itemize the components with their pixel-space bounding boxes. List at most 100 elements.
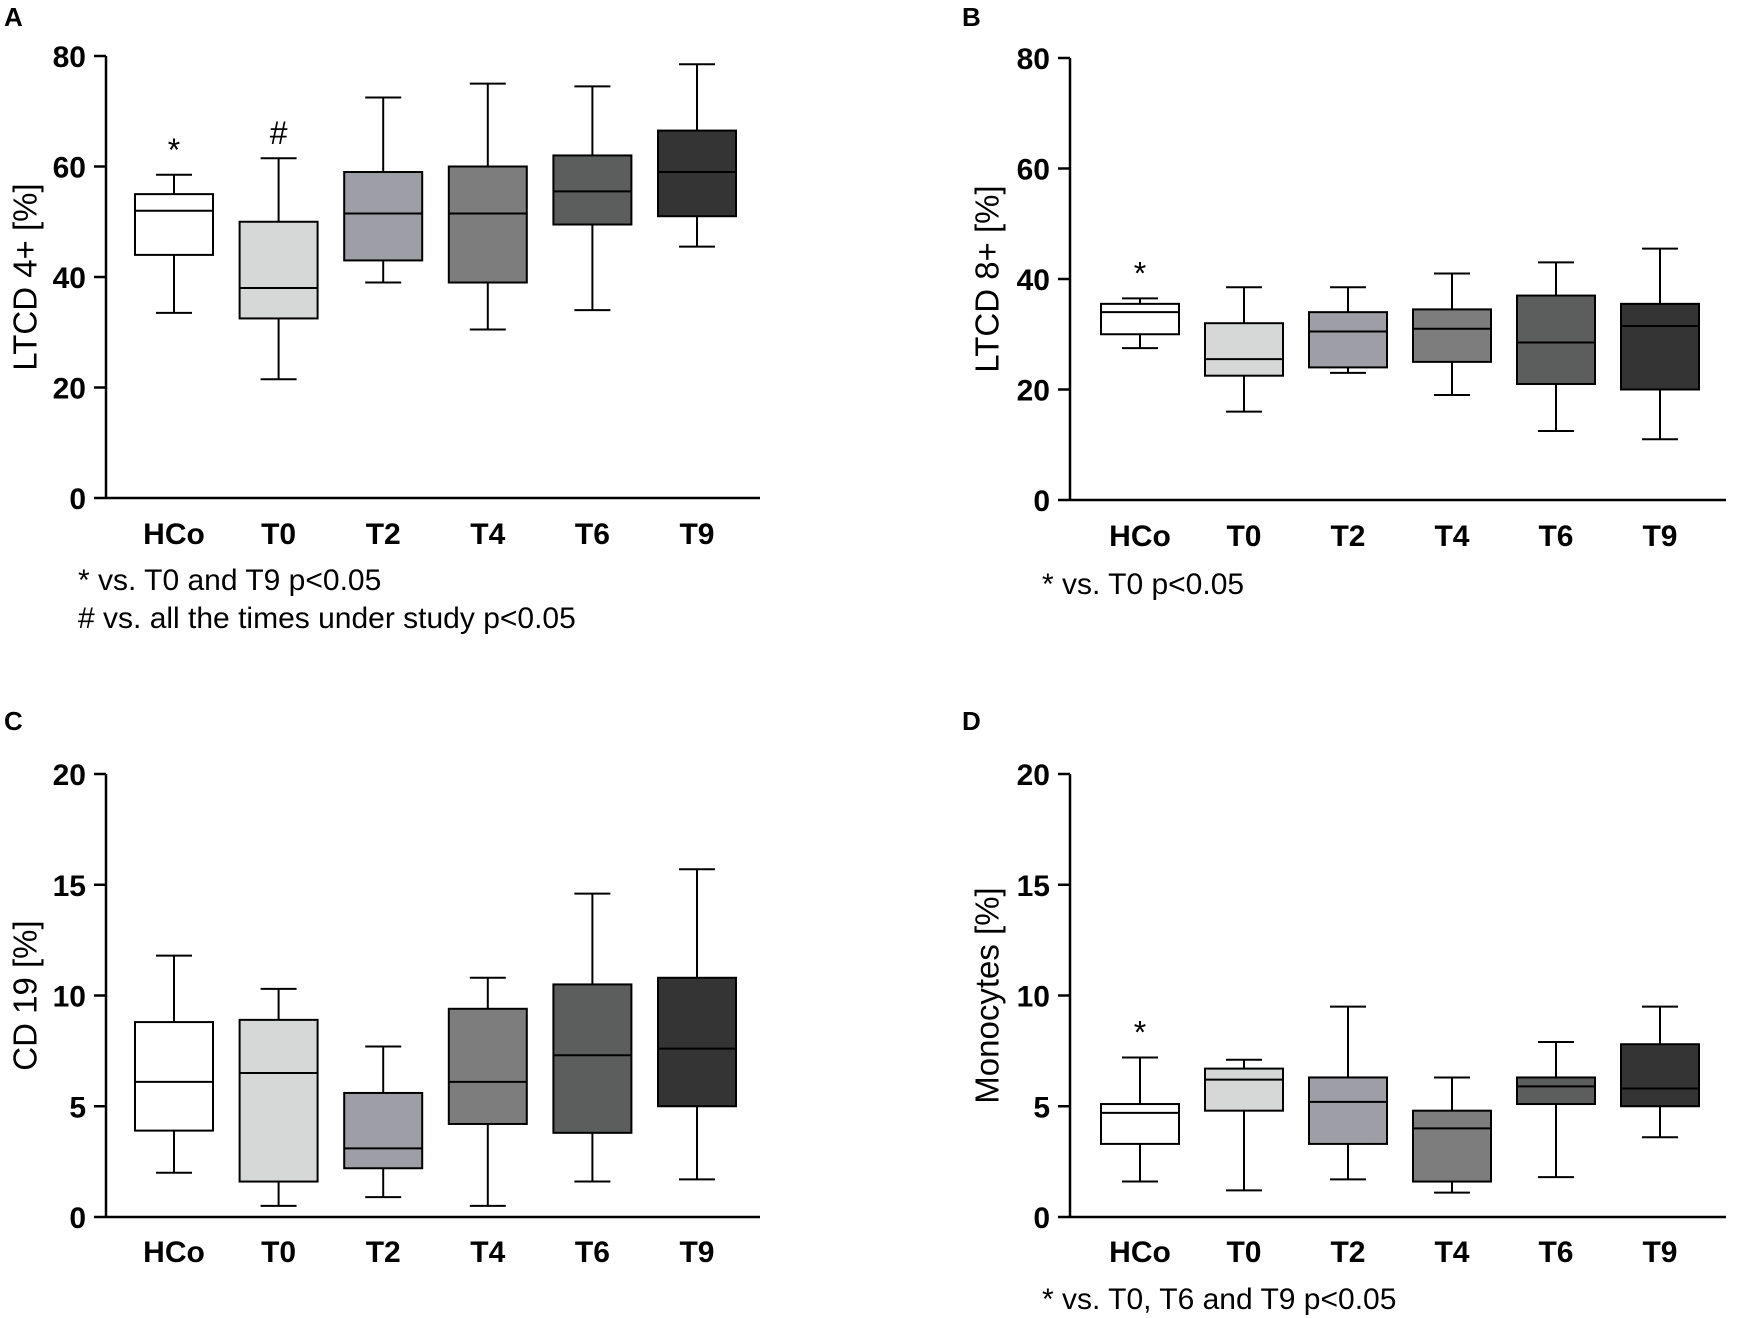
- y-tick-label: 20: [53, 373, 86, 406]
- x-tick-label: T6: [1538, 520, 1573, 553]
- box-t2: [1308, 286, 1388, 374]
- x-tick-label: T9: [1642, 520, 1677, 553]
- y-tick-label: 0: [1033, 485, 1050, 518]
- box-t2: [343, 96, 424, 284]
- y-axis-title: LTCD 8+ [%]: [969, 185, 1006, 372]
- iqr-box: [657, 129, 737, 218]
- box-t6: [552, 892, 633, 1183]
- y-tick-label: 80: [1017, 43, 1050, 76]
- footnote: * vs. T0 and T9 p<0.05: [78, 564, 381, 597]
- x-tick-label: T4: [470, 1236, 505, 1269]
- y-tick-label: 0: [69, 483, 86, 516]
- x-tick-label: T2: [1330, 520, 1365, 553]
- iqr-box: [238, 1018, 319, 1183]
- y-tick-label: 60: [53, 152, 86, 185]
- iqr-box: [343, 171, 424, 262]
- y-tick-label: 40: [53, 262, 86, 295]
- box-hco: [134, 954, 214, 1174]
- box-t9: [1620, 247, 1700, 441]
- x-tick-label: T0: [1226, 520, 1261, 553]
- iqr-box: [1100, 1103, 1180, 1145]
- chart-panel-b: B 0 20 40 60 80 LTCD 8+ [%] * HCo T0 T2 T4 T6 T9 * vs.…: [962, 2, 1726, 601]
- significance-marker: *: [1134, 1015, 1146, 1051]
- iqr-box: [238, 220, 319, 320]
- y-tick-label: 10: [1017, 981, 1050, 1014]
- x-tick-label: T4: [470, 518, 505, 551]
- significance-marker: *: [168, 132, 180, 168]
- x-tick-label: T2: [366, 518, 401, 551]
- x-tick-label: T6: [1538, 1236, 1573, 1269]
- iqr-box: [1204, 1067, 1284, 1112]
- iqr-box: [134, 1021, 214, 1132]
- box-t6: [1516, 261, 1596, 432]
- box-t0: [1204, 1058, 1284, 1192]
- iqr-box: [1620, 302, 1700, 391]
- box-t9: [1620, 1005, 1700, 1139]
- significance-marker: #: [270, 115, 288, 151]
- box-hco: *: [134, 132, 214, 314]
- panel-letter: C: [4, 706, 23, 736]
- y-tick-label: 0: [1033, 1202, 1050, 1235]
- x-tick-label: HCo: [1109, 520, 1171, 553]
- y-tick-label: 20: [1017, 375, 1050, 408]
- box-t4: [1412, 1076, 1492, 1194]
- x-tick-label: T0: [261, 518, 296, 551]
- y-tick-label: 20: [1017, 759, 1050, 792]
- iqr-box: [343, 1091, 424, 1170]
- box-t9: [657, 63, 737, 248]
- box-t2: [1308, 1005, 1388, 1181]
- x-tick-label: T9: [679, 1236, 714, 1269]
- x-tick-label: T9: [679, 518, 714, 551]
- box-t4: [447, 976, 528, 1207]
- footnote: # vs. all the times under study p<0.05: [78, 602, 576, 635]
- x-tick-label: T4: [1434, 1236, 1469, 1269]
- box-t0: #: [238, 115, 319, 381]
- box-t0: [1204, 286, 1284, 413]
- chart-panel-d: D 0 5 10 15 20 Monocytes [%] * HCo T0 T2 T4 T6 T9 * vs…: [962, 706, 1726, 1316]
- box-t4: [1412, 272, 1492, 397]
- panel-letter: B: [962, 2, 981, 32]
- iqr-box: [447, 165, 528, 284]
- iqr-box: [447, 1007, 528, 1125]
- y-tick-label: 5: [69, 1091, 86, 1124]
- y-tick-label: 40: [1017, 264, 1050, 297]
- x-tick-label: T6: [575, 518, 610, 551]
- box-t0: [238, 987, 319, 1207]
- iqr-box: [1204, 322, 1284, 377]
- chart-panel-c: C 0 5 10 15 20 CD 19 [%] HCo T0 T2 T4 T6 T9: [4, 706, 760, 1269]
- x-tick-label: HCo: [143, 518, 205, 551]
- iqr-box: [1516, 1076, 1596, 1106]
- iqr-box: [1308, 311, 1388, 369]
- box-t6: [552, 85, 633, 312]
- box-t6: [1516, 1041, 1596, 1179]
- iqr-box: [1620, 1043, 1700, 1108]
- y-tick-label: 0: [69, 1202, 86, 1235]
- y-axis-title: Monocytes [%]: [969, 887, 1006, 1103]
- box-t9: [657, 868, 737, 1181]
- iqr-box: [552, 154, 633, 226]
- iqr-box: [1412, 308, 1492, 363]
- x-tick-label: T2: [366, 1236, 401, 1269]
- iqr-box: [657, 976, 737, 1108]
- y-tick-label: 15: [53, 870, 86, 903]
- y-axis-title: CD 19 [%]: [7, 920, 44, 1070]
- y-tick-label: 15: [1017, 870, 1050, 903]
- y-axis-title: LTCD 4+ [%]: [7, 183, 44, 370]
- iqr-box: [552, 983, 633, 1134]
- y-tick-label: 80: [53, 41, 86, 74]
- iqr-box: [1516, 294, 1596, 385]
- panel-letter: D: [962, 706, 981, 736]
- x-tick-label: HCo: [143, 1236, 205, 1269]
- y-tick-label: 10: [53, 981, 86, 1014]
- box-hco: *: [1100, 1015, 1180, 1183]
- x-tick-label: T2: [1330, 1236, 1365, 1269]
- x-tick-label: T0: [1226, 1236, 1261, 1269]
- x-tick-label: T0: [261, 1236, 296, 1269]
- iqr-box: [1308, 1076, 1388, 1145]
- chart-panel-a: A 0 20 40 60 80 LTCD 4+ [%] * HCo # T0 T2 T4 T6 T9 * vs…: [4, 2, 760, 635]
- y-tick-label: 60: [1017, 154, 1050, 187]
- box-t2: [343, 1045, 424, 1199]
- x-tick-label: HCo: [1109, 1236, 1171, 1269]
- x-tick-label: T4: [1434, 520, 1469, 553]
